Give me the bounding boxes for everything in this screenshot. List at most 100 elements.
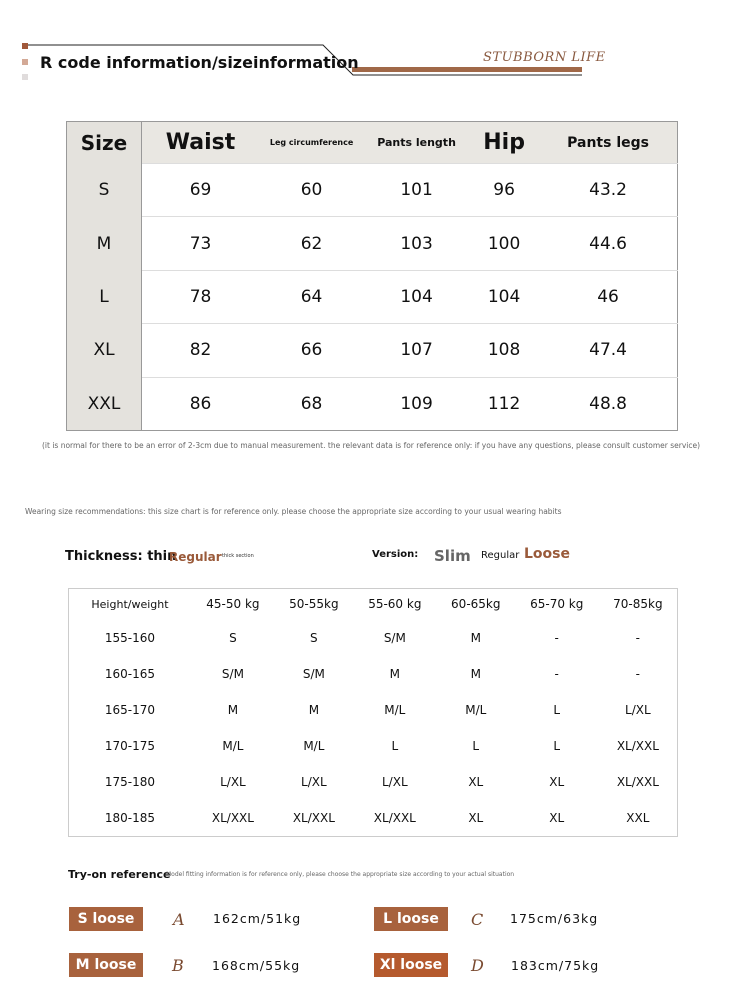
column-header: 50-55kg <box>289 597 339 612</box>
table-cell: 62 <box>259 216 365 271</box>
table-cell: 64 <box>259 269 365 324</box>
column-header: Waist <box>141 121 260 164</box>
table-row: 165-170 M M M/L M/L L L/XL <box>69 692 678 728</box>
size-table: Size Waist Leg circumference Pants length Hi… <box>66 121 678 431</box>
table-cell: L/XL <box>382 775 408 790</box>
table-cell: 100 <box>469 216 540 271</box>
table-cell: M <box>308 702 320 717</box>
brand-logo: STUBBORN LIFE <box>483 50 606 65</box>
table-row: S 69 60 101 96 43.2 <box>66 162 678 217</box>
table-cell: L <box>553 739 561 754</box>
table-cell: 108 <box>469 323 540 378</box>
table-cell: 101 <box>364 162 470 217</box>
model-letter: C <box>471 910 484 929</box>
table-cell: 44.6 <box>539 216 678 271</box>
size-badge: M loose <box>69 953 143 977</box>
table-cell: XL/XXL <box>373 811 416 826</box>
thickness-label: Thickness: thin <box>65 549 177 564</box>
table-cell: XL <box>549 775 565 790</box>
height-label: 175-180 <box>104 775 156 790</box>
table-cell: S/M <box>221 666 244 681</box>
table-cell: - <box>635 630 641 645</box>
table-cell: L <box>391 739 399 754</box>
column-header: 65-70 kg <box>530 597 584 612</box>
table-cell: M <box>227 702 239 717</box>
table-cell: XL/XXL <box>211 811 254 826</box>
table-cell: S/M <box>383 630 406 645</box>
thickness-thick: thick section <box>222 553 254 559</box>
table-row: XL 82 66 107 108 47.4 <box>66 323 678 378</box>
table-cell: 68 <box>259 376 365 431</box>
column-header: Pants length <box>364 121 470 164</box>
height-label: 170-175 <box>104 739 156 754</box>
model-height-weight: 183cm/75kg <box>511 958 600 973</box>
column-header: Pants legs <box>539 121 678 164</box>
table-cell: S <box>310 630 318 645</box>
decor-square <box>22 74 28 80</box>
table-cell: L/XL <box>220 775 246 790</box>
size-badge: L loose <box>374 907 448 931</box>
column-header: 60-65kg <box>451 597 501 612</box>
table-cell: 96 <box>469 162 540 217</box>
table-row: 155-160 S S S/M M - - <box>69 620 678 656</box>
table-cell: XL/XXL <box>616 775 659 790</box>
table-cell: - <box>554 630 559 645</box>
table-cell: L <box>553 702 561 717</box>
table-cell: 48.8 <box>539 376 678 431</box>
table-cell: 109 <box>364 376 470 431</box>
thickness-regular: Regular <box>169 550 222 564</box>
table-cell: M <box>389 666 400 681</box>
table-cell: 86 <box>141 376 260 431</box>
table-cell: 112 <box>469 376 540 431</box>
version-slim: Slim <box>434 547 471 565</box>
table-cell: XL <box>468 811 484 826</box>
measurement-note: (it is normal for there to be an error o… <box>41 441 700 450</box>
tryon-title: Try-on reference <box>68 868 171 881</box>
table-cell: 103 <box>364 216 470 271</box>
size-badge: Xl loose <box>374 953 448 977</box>
size-label: XXL <box>66 377 142 431</box>
tryon-subtitle: Model fitting information is for referen… <box>166 871 515 878</box>
table-cell: L/XL <box>625 702 651 717</box>
table-cell: - <box>554 666 559 681</box>
table-row: 170-175 M/L M/L L L L XL/XXL <box>69 728 678 764</box>
table-cell: XL/XXL <box>292 811 335 826</box>
table-cell: 104 <box>364 269 470 324</box>
table-row: L 78 64 104 104 46 <box>66 269 678 324</box>
size-badge: S loose <box>69 907 143 931</box>
table-cell: 46 <box>539 269 678 324</box>
table-cell: 66 <box>259 323 365 378</box>
table-cell: 73 <box>141 216 260 271</box>
table-cell: 78 <box>141 269 260 324</box>
page-title: R code information/sizeinformation <box>40 53 359 72</box>
table-cell: XL <box>549 811 565 826</box>
table-cell: XL/XXL <box>616 739 659 754</box>
model-letter: D <box>471 956 484 975</box>
model-letter: B <box>172 956 184 975</box>
header-lines <box>28 44 582 76</box>
table-cell: L <box>472 739 480 754</box>
table-cell: M/L <box>384 702 406 717</box>
version-label: Version: <box>372 549 419 560</box>
table-cell: 104 <box>469 269 540 324</box>
model-height-weight: 168cm/55kg <box>212 958 301 973</box>
table-cell: 82 <box>141 323 260 378</box>
size-label: S <box>66 163 142 217</box>
version-regular: Regular <box>481 550 520 561</box>
height-label: 180-185 <box>104 811 156 826</box>
size-label: L <box>66 270 142 324</box>
table-cell: XXL <box>626 811 650 826</box>
column-header: 70-85kg <box>613 597 663 612</box>
table-row: XXL 86 68 109 112 48.8 <box>66 376 678 431</box>
table-cell: M <box>470 666 481 681</box>
model-letter: A <box>173 910 185 929</box>
height-label: 165-170 <box>104 702 156 717</box>
table-cell: XL <box>468 775 484 790</box>
column-header: Size <box>66 121 142 164</box>
version-loose: Loose <box>524 546 570 562</box>
recommendation-note: Wearing size recommendations: this size … <box>25 507 562 516</box>
size-label: XL <box>66 323 142 378</box>
table-row: M 73 62 103 100 44.6 <box>66 216 678 271</box>
decor-square <box>22 43 28 49</box>
table-cell: M/L <box>303 739 325 754</box>
